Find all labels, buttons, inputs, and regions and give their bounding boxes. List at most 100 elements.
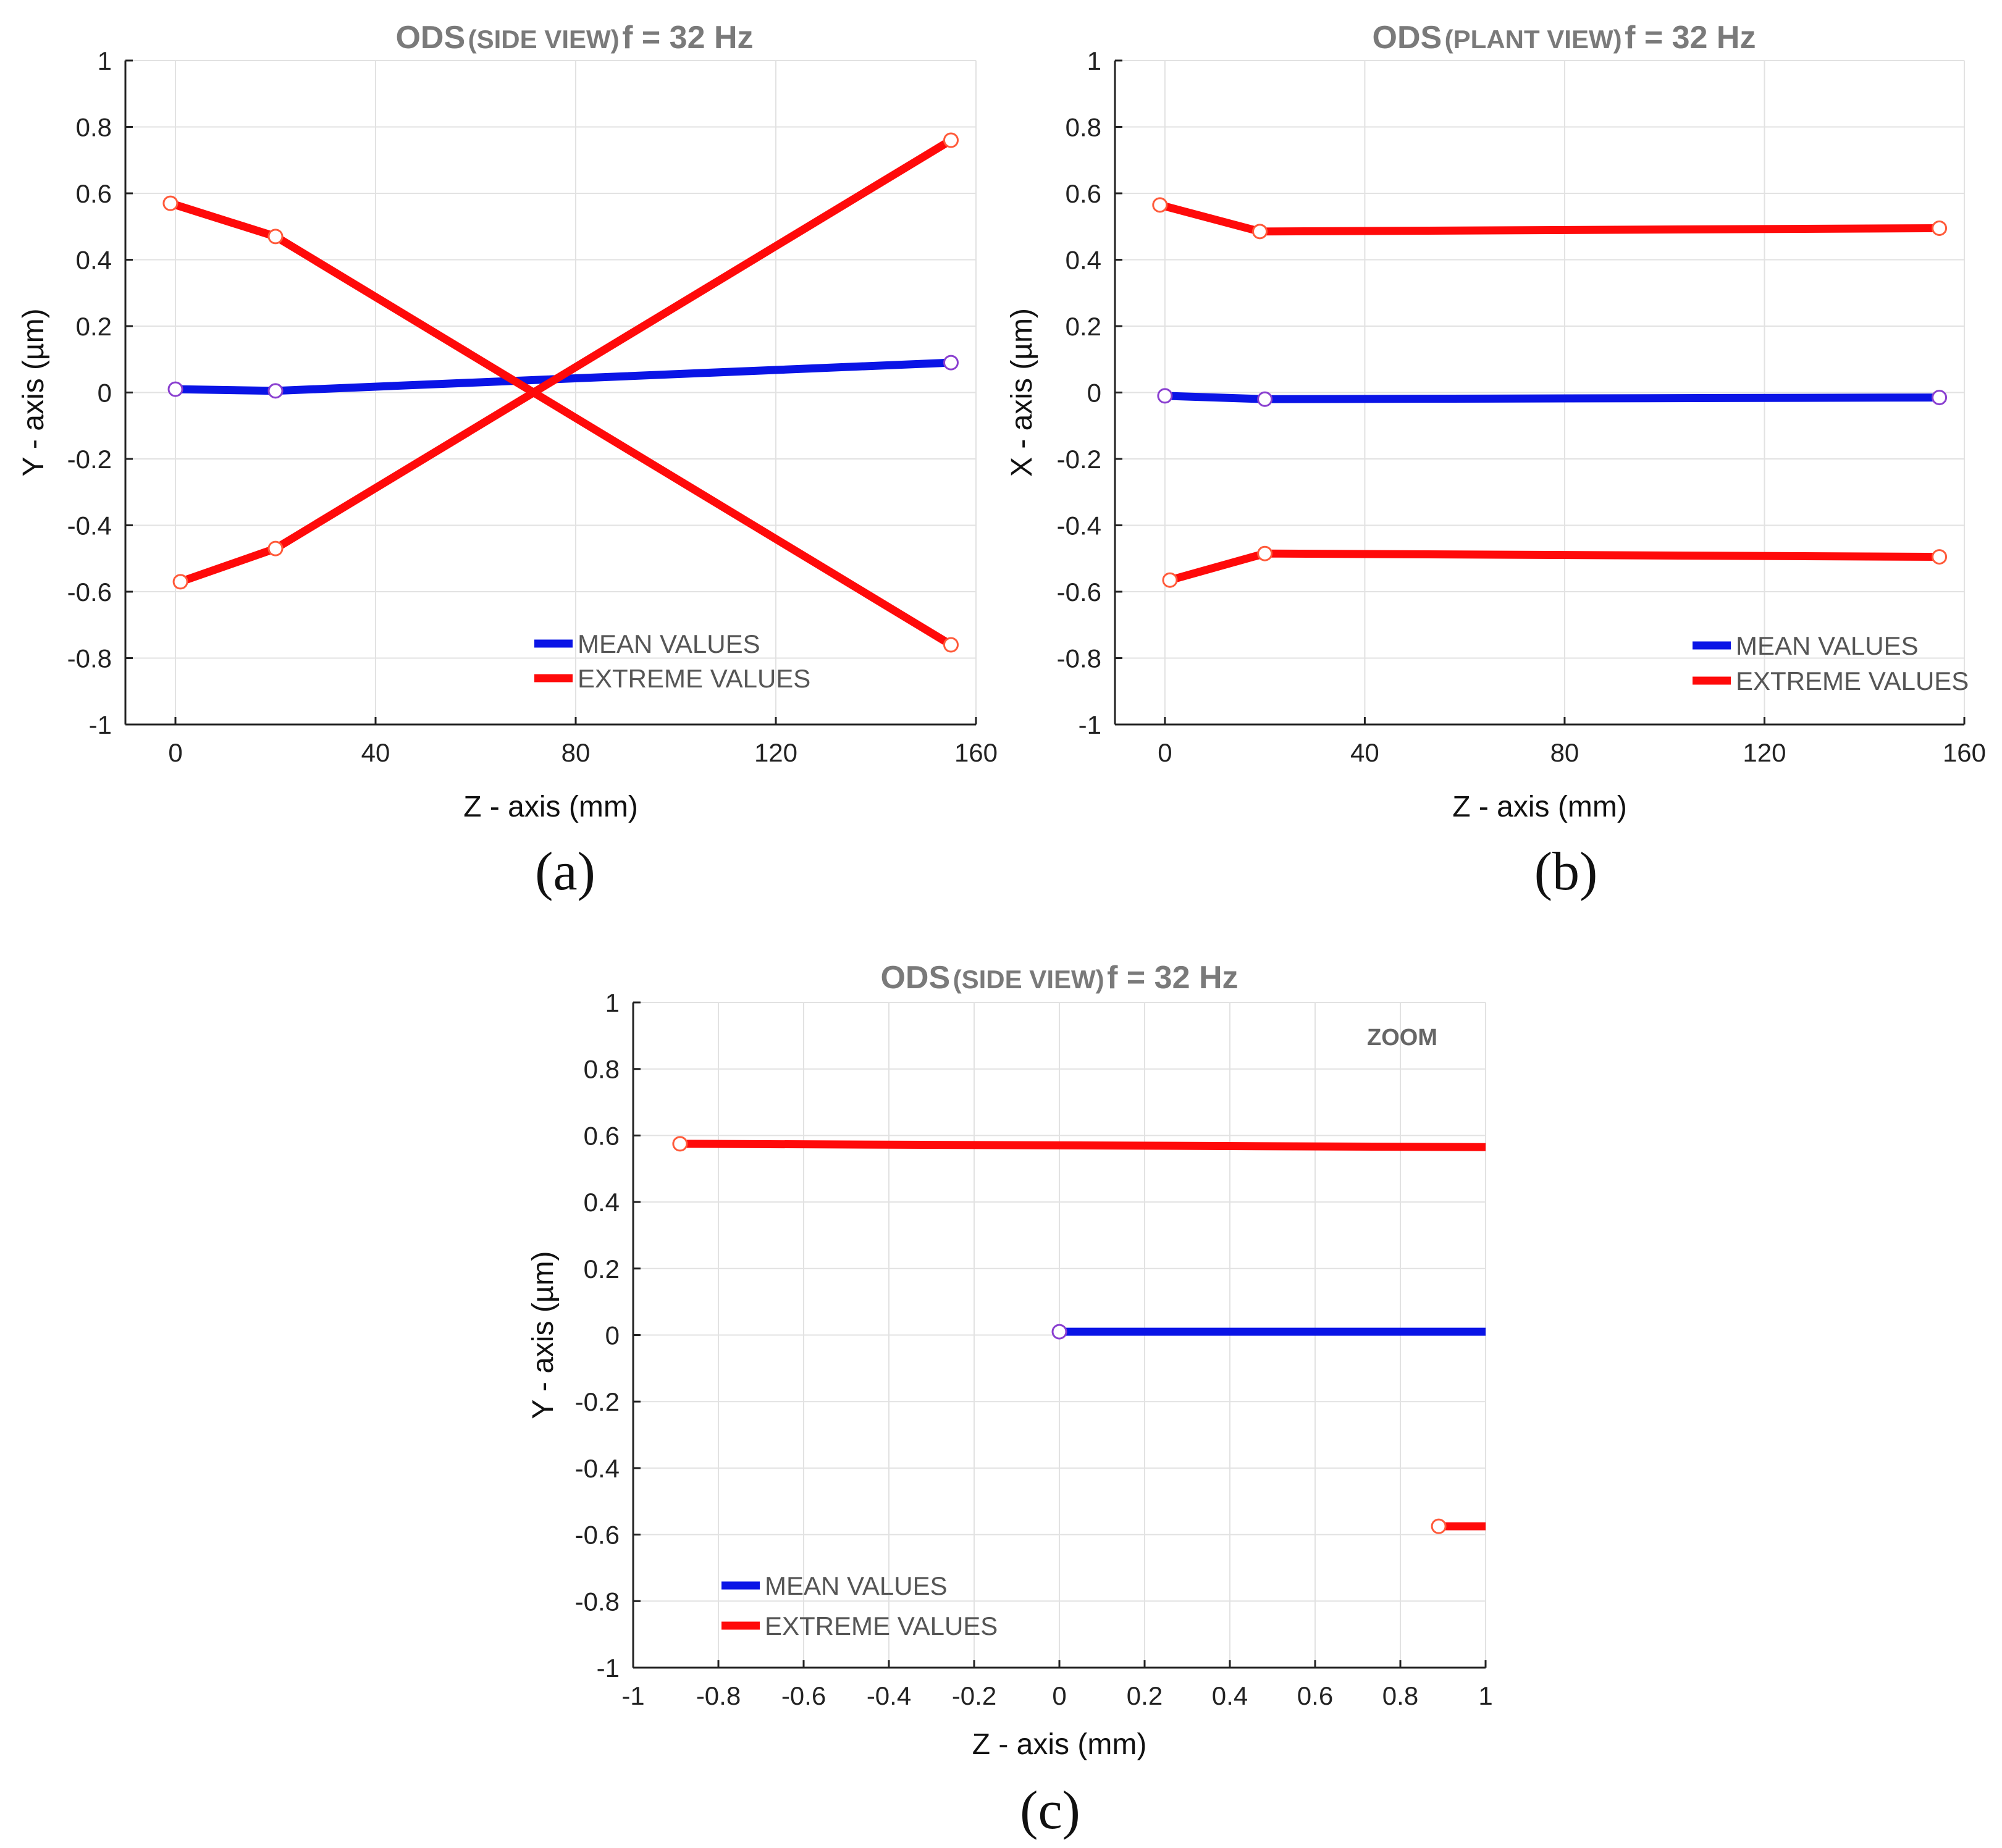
y-tick-label: -1	[597, 1653, 620, 1682]
y-axis-label: Y - axis (µm)	[17, 308, 50, 476]
x-tick-label: -0.4	[867, 1681, 911, 1710]
legend: MEAN VALUES EXTREME VALUES	[721, 1571, 998, 1640]
legend: MEAN VALUES EXTREME VALUES	[534, 629, 810, 693]
y-tick-label: 0.4	[1066, 246, 1101, 275]
extreme-data-point	[1431, 1518, 1447, 1534]
x-axis-label: Z - axis (mm)	[972, 1728, 1147, 1761]
mean-data-point	[943, 355, 959, 371]
x-tick-label: 0	[1158, 738, 1172, 767]
chart-title-prefix: ODS	[395, 20, 465, 56]
x-tick-label: 0	[1052, 1681, 1066, 1710]
mean-data-point	[167, 381, 183, 397]
y-tick-label: 0	[605, 1321, 620, 1350]
extreme-data-point	[1152, 197, 1168, 213]
y-tick-label: 0.8	[1066, 113, 1101, 142]
legend-label-extreme: EXTREME VALUES	[1736, 666, 1969, 695]
x-axis-label: Z - axis (mm)	[1452, 791, 1627, 823]
x-tick-label: 40	[361, 738, 390, 767]
chart-plant-view: 0 40 80 120 160 -1 -0.8 -0.6 -0.4 -0.2 0 0.2 0.4 0.6 0…	[1006, 20, 1986, 823]
y-tick-label: 0.4	[76, 246, 112, 275]
x-tick-label: -0.2	[952, 1681, 996, 1710]
zoom-annotation: ZOOM	[1367, 1025, 1437, 1051]
chart-title-suffix: f = 32 Hz	[1625, 20, 1756, 56]
chart-title-view: (PLANT VIEW)	[1445, 25, 1622, 54]
mean-series-line	[1164, 392, 1940, 403]
extreme-data-point	[1252, 224, 1268, 240]
caption-b: (b)	[1534, 842, 1598, 902]
mean-data-point	[1157, 388, 1173, 404]
x-tick-label: 0.2	[1127, 1681, 1163, 1710]
extreme-data-point	[162, 195, 179, 211]
y-tick-label: 0.6	[1066, 179, 1101, 208]
y-tick-label: -0.8	[67, 644, 112, 673]
x-tick-label: 80	[561, 738, 591, 767]
legend: MEAN VALUES EXTREME VALUES	[1693, 631, 1969, 695]
extreme-data-point	[672, 1136, 688, 1152]
extreme-data-point	[172, 574, 188, 590]
chart-title-suffix: f = 32 Hz	[622, 20, 753, 56]
x-tick-label: 40	[1350, 738, 1379, 767]
extreme-data-point	[943, 637, 959, 653]
chart-side-view: 0 40 80 120 160 -1 -0.8 -0.6 -0.4 -0.2 0 0.2 0.4 0.6 0…	[17, 20, 998, 823]
y-tick-label: 0.8	[584, 1055, 620, 1084]
y-tick-label: 0.4	[584, 1188, 620, 1217]
y-tick-label: 0.6	[76, 179, 112, 208]
mean-data-point	[1257, 391, 1273, 407]
y-axis-label: X - axis (µm)	[1006, 308, 1038, 477]
y-tick-label: -1	[89, 710, 112, 739]
y-tick-label: 0.2	[584, 1254, 620, 1283]
x-tick-label: 120	[1743, 738, 1786, 767]
extreme-series-line	[679, 1140, 1486, 1151]
x-tick-label: -1	[621, 1681, 644, 1710]
legend-label-mean: MEAN VALUES	[578, 629, 760, 658]
extreme-data-point	[943, 132, 959, 148]
y-tick-label: -0.6	[1057, 578, 1101, 607]
mean-data-point	[267, 383, 284, 399]
x-tick-label: -0.6	[781, 1681, 826, 1710]
x-tick-label: 120	[754, 738, 797, 767]
y-tick-label: -0.6	[67, 578, 112, 607]
y-tick-label: 0.2	[1066, 312, 1101, 341]
legend-label-mean: MEAN VALUES	[1736, 631, 1919, 660]
y-tick-label: -0.4	[575, 1454, 620, 1483]
y-tick-label: -0.6	[575, 1521, 620, 1550]
legend-label-mean: MEAN VALUES	[765, 1571, 948, 1600]
chart-title-view: (SIDE VIEW)	[953, 965, 1104, 994]
x-tick-label: 0.4	[1212, 1681, 1248, 1710]
y-tick-label: -0.8	[1057, 644, 1101, 673]
extreme-series-line	[1159, 201, 1940, 236]
y-tick-label: 0.2	[76, 312, 112, 341]
x-tick-label: 160	[1943, 738, 1986, 767]
extreme-data-point	[1932, 220, 1948, 236]
y-tick-label: -0.2	[67, 445, 112, 474]
chart-title-suffix: f = 32 Hz	[1107, 960, 1238, 996]
y-axis-label: Y - axis (µm)	[527, 1251, 560, 1419]
x-tick-label: 80	[1550, 738, 1579, 767]
y-tick-label: 1	[98, 46, 112, 75]
extreme-series-line	[1169, 549, 1940, 584]
chart-title-prefix: ODS	[880, 960, 950, 996]
extreme-data-point	[267, 229, 284, 245]
x-tick-label: 0.8	[1382, 1681, 1418, 1710]
x-axis-label: Z - axis (mm)	[463, 791, 638, 823]
x-tick-label: 0.6	[1297, 1681, 1333, 1710]
extreme-series-line	[169, 199, 953, 649]
extreme-data-point	[1162, 572, 1178, 588]
y-tick-label: 1	[605, 988, 620, 1017]
extreme-data-point	[1257, 545, 1273, 561]
chart-title: ODS (SIDE VIEW) f = 32 Hz	[395, 20, 753, 56]
caption-a: (a)	[535, 842, 595, 902]
chart-title: ODS (SIDE VIEW) f = 32 Hz	[880, 960, 1238, 996]
y-tick-label: -0.4	[67, 511, 112, 540]
x-tick-label: 0	[168, 738, 182, 767]
y-tick-label: -1	[1079, 710, 1101, 739]
caption-c: (c)	[1020, 1781, 1080, 1841]
y-tick-label: -0.4	[1057, 511, 1101, 540]
x-tick-label: 160	[954, 738, 998, 767]
chart-title-prefix: ODS	[1373, 20, 1442, 56]
y-tick-label: 0.6	[584, 1121, 620, 1150]
y-tick-label: -0.2	[575, 1387, 620, 1416]
y-tick-label: 0.8	[76, 113, 112, 142]
chart-title: ODS (PLANT VIEW) f = 32 Hz	[1373, 20, 1756, 56]
